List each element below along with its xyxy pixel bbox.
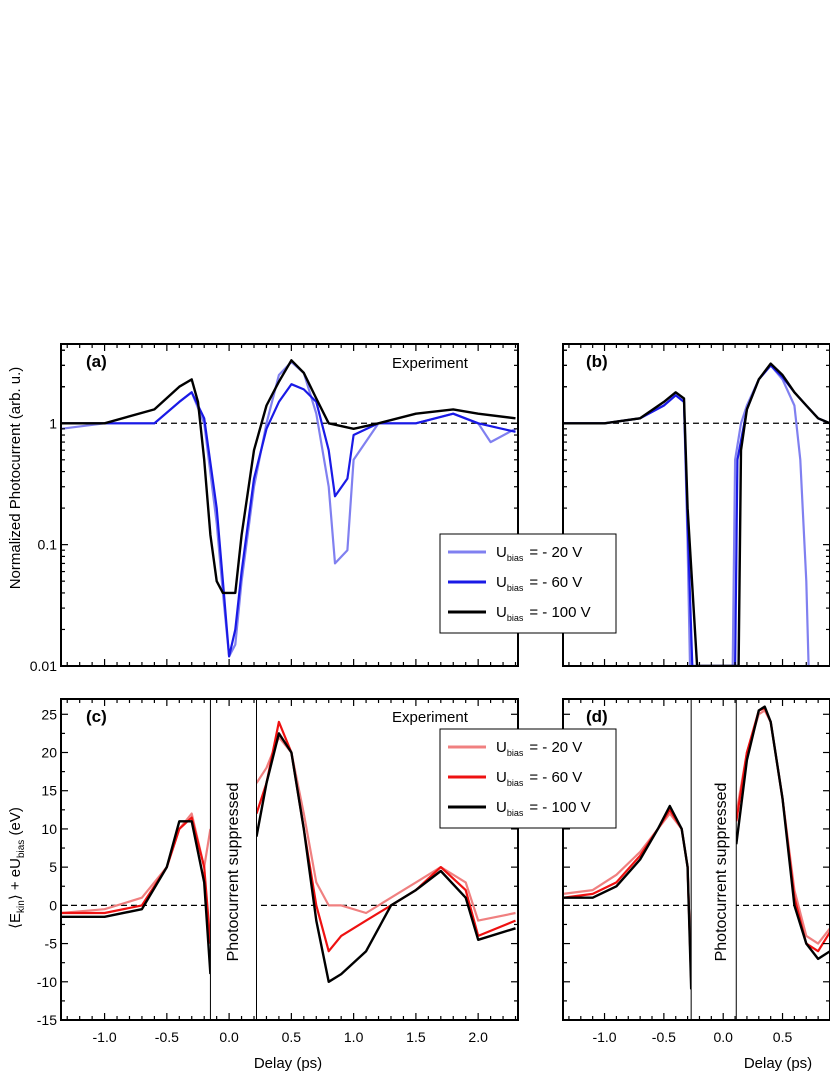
y-axis-title-top: Normalized Photocurrent (arb. u.) (7, 367, 24, 590)
y-tick-label: 15 (41, 783, 57, 799)
y-tick-label: 20 (41, 745, 57, 761)
x-tick-label: 0.5 (282, 1029, 302, 1045)
plot-frame (60, 343, 519, 667)
plot-frame (562, 698, 830, 1021)
legend-bottom-entry: Ubias = - 20 V (496, 739, 582, 758)
y-tick-label: -10 (37, 974, 57, 990)
plot-frame (60, 698, 519, 1021)
panel-label-d: (d) (586, 707, 608, 726)
suppressed-region (209, 698, 258, 1021)
series-group (563, 705, 830, 990)
x-tick-label: 0.0 (219, 1029, 239, 1045)
series-line-3 (61, 359, 516, 595)
panel-a: 0.01 0.1 1 (30, 343, 519, 674)
suppressed-label-d: Photocurrent suppressed (713, 783, 730, 962)
y-tick-label: -15 (37, 1012, 57, 1028)
panel-d: -1.0 -0.5 0.0 0.5 (562, 698, 830, 1045)
annotation-experiment-c: Experiment (392, 709, 469, 726)
x-tick-label: -0.5 (155, 1029, 179, 1045)
x-tick-label: 2.0 (468, 1029, 488, 1045)
x-tick-label: 1.0 (344, 1029, 364, 1045)
x-tick-label: -1.0 (93, 1029, 117, 1045)
y-tick-label: 0.1 (38, 537, 58, 553)
y-tick-label: 0 (49, 897, 57, 913)
legend-bottom-entry: Ubias = - 60 V (496, 769, 582, 788)
y-tick-label: -5 (45, 936, 58, 952)
legend-top-entry: Ubias = - 60 V (496, 574, 582, 593)
y-tick-label: 0.01 (30, 658, 57, 674)
series-group (563, 362, 830, 666)
x-tick-label: 0.0 (713, 1029, 733, 1045)
x-tick-label: 0.5 (773, 1029, 793, 1045)
panel-label-a: (a) (86, 352, 107, 371)
suppressed-region (690, 698, 737, 1021)
legend-top-entry: Ubias = - 20 V (496, 544, 582, 563)
x-axis-title-c: Delay (ps) (254, 1055, 322, 1072)
y-tick-label: 5 (49, 859, 57, 875)
y-tick-label: 10 (41, 821, 57, 837)
panel-c: -15 -10 -5 0 5 10 15 20 25 -1.0 -0.5 0.0 0.5 1.0 1.5 2.… (37, 698, 519, 1045)
x-tick-label: -1.0 (592, 1029, 616, 1045)
x-tick-label: 1.5 (406, 1029, 426, 1045)
plot-layer: 0.01 0.1 1 -15 -10 -5 0 5 10 15 20 25 -1.0 -0.5 0.0 0.5… (30, 343, 830, 1045)
legend-top: Ubias = - 20 V Ubias = - 60 V Ubias = - 100… (439, 533, 617, 634)
x-tick-label: -0.5 (652, 1029, 676, 1045)
series-line-3 (61, 732, 516, 983)
y-tick-label: 1 (49, 415, 57, 431)
series-group (61, 359, 517, 658)
series-line-3 (563, 362, 830, 666)
y-tick-label: 25 (41, 706, 57, 722)
annotation-experiment-a: Experiment (392, 355, 469, 372)
series-group (61, 720, 516, 983)
series-line-3 (563, 705, 830, 990)
panel-label-c: (c) (86, 707, 107, 726)
x-axis-title-d: Delay (ps) (744, 1055, 812, 1072)
plot-frame (562, 343, 830, 667)
panel-label-b: (b) (586, 352, 608, 371)
legend-bottom: Ubias = - 20 V Ubias = - 60 V Ubias = - 100… (439, 728, 617, 829)
panel-b (562, 343, 830, 667)
legend-bottom-entry: Ubias = - 100 V (496, 799, 591, 818)
y-axis-title-bottom: ⟨Ekin⟩ + eUbias (eV) (7, 807, 27, 929)
legend-top-entry: Ubias = - 100 V (496, 604, 591, 623)
suppressed-label-c: Photocurrent suppressed (225, 783, 242, 962)
